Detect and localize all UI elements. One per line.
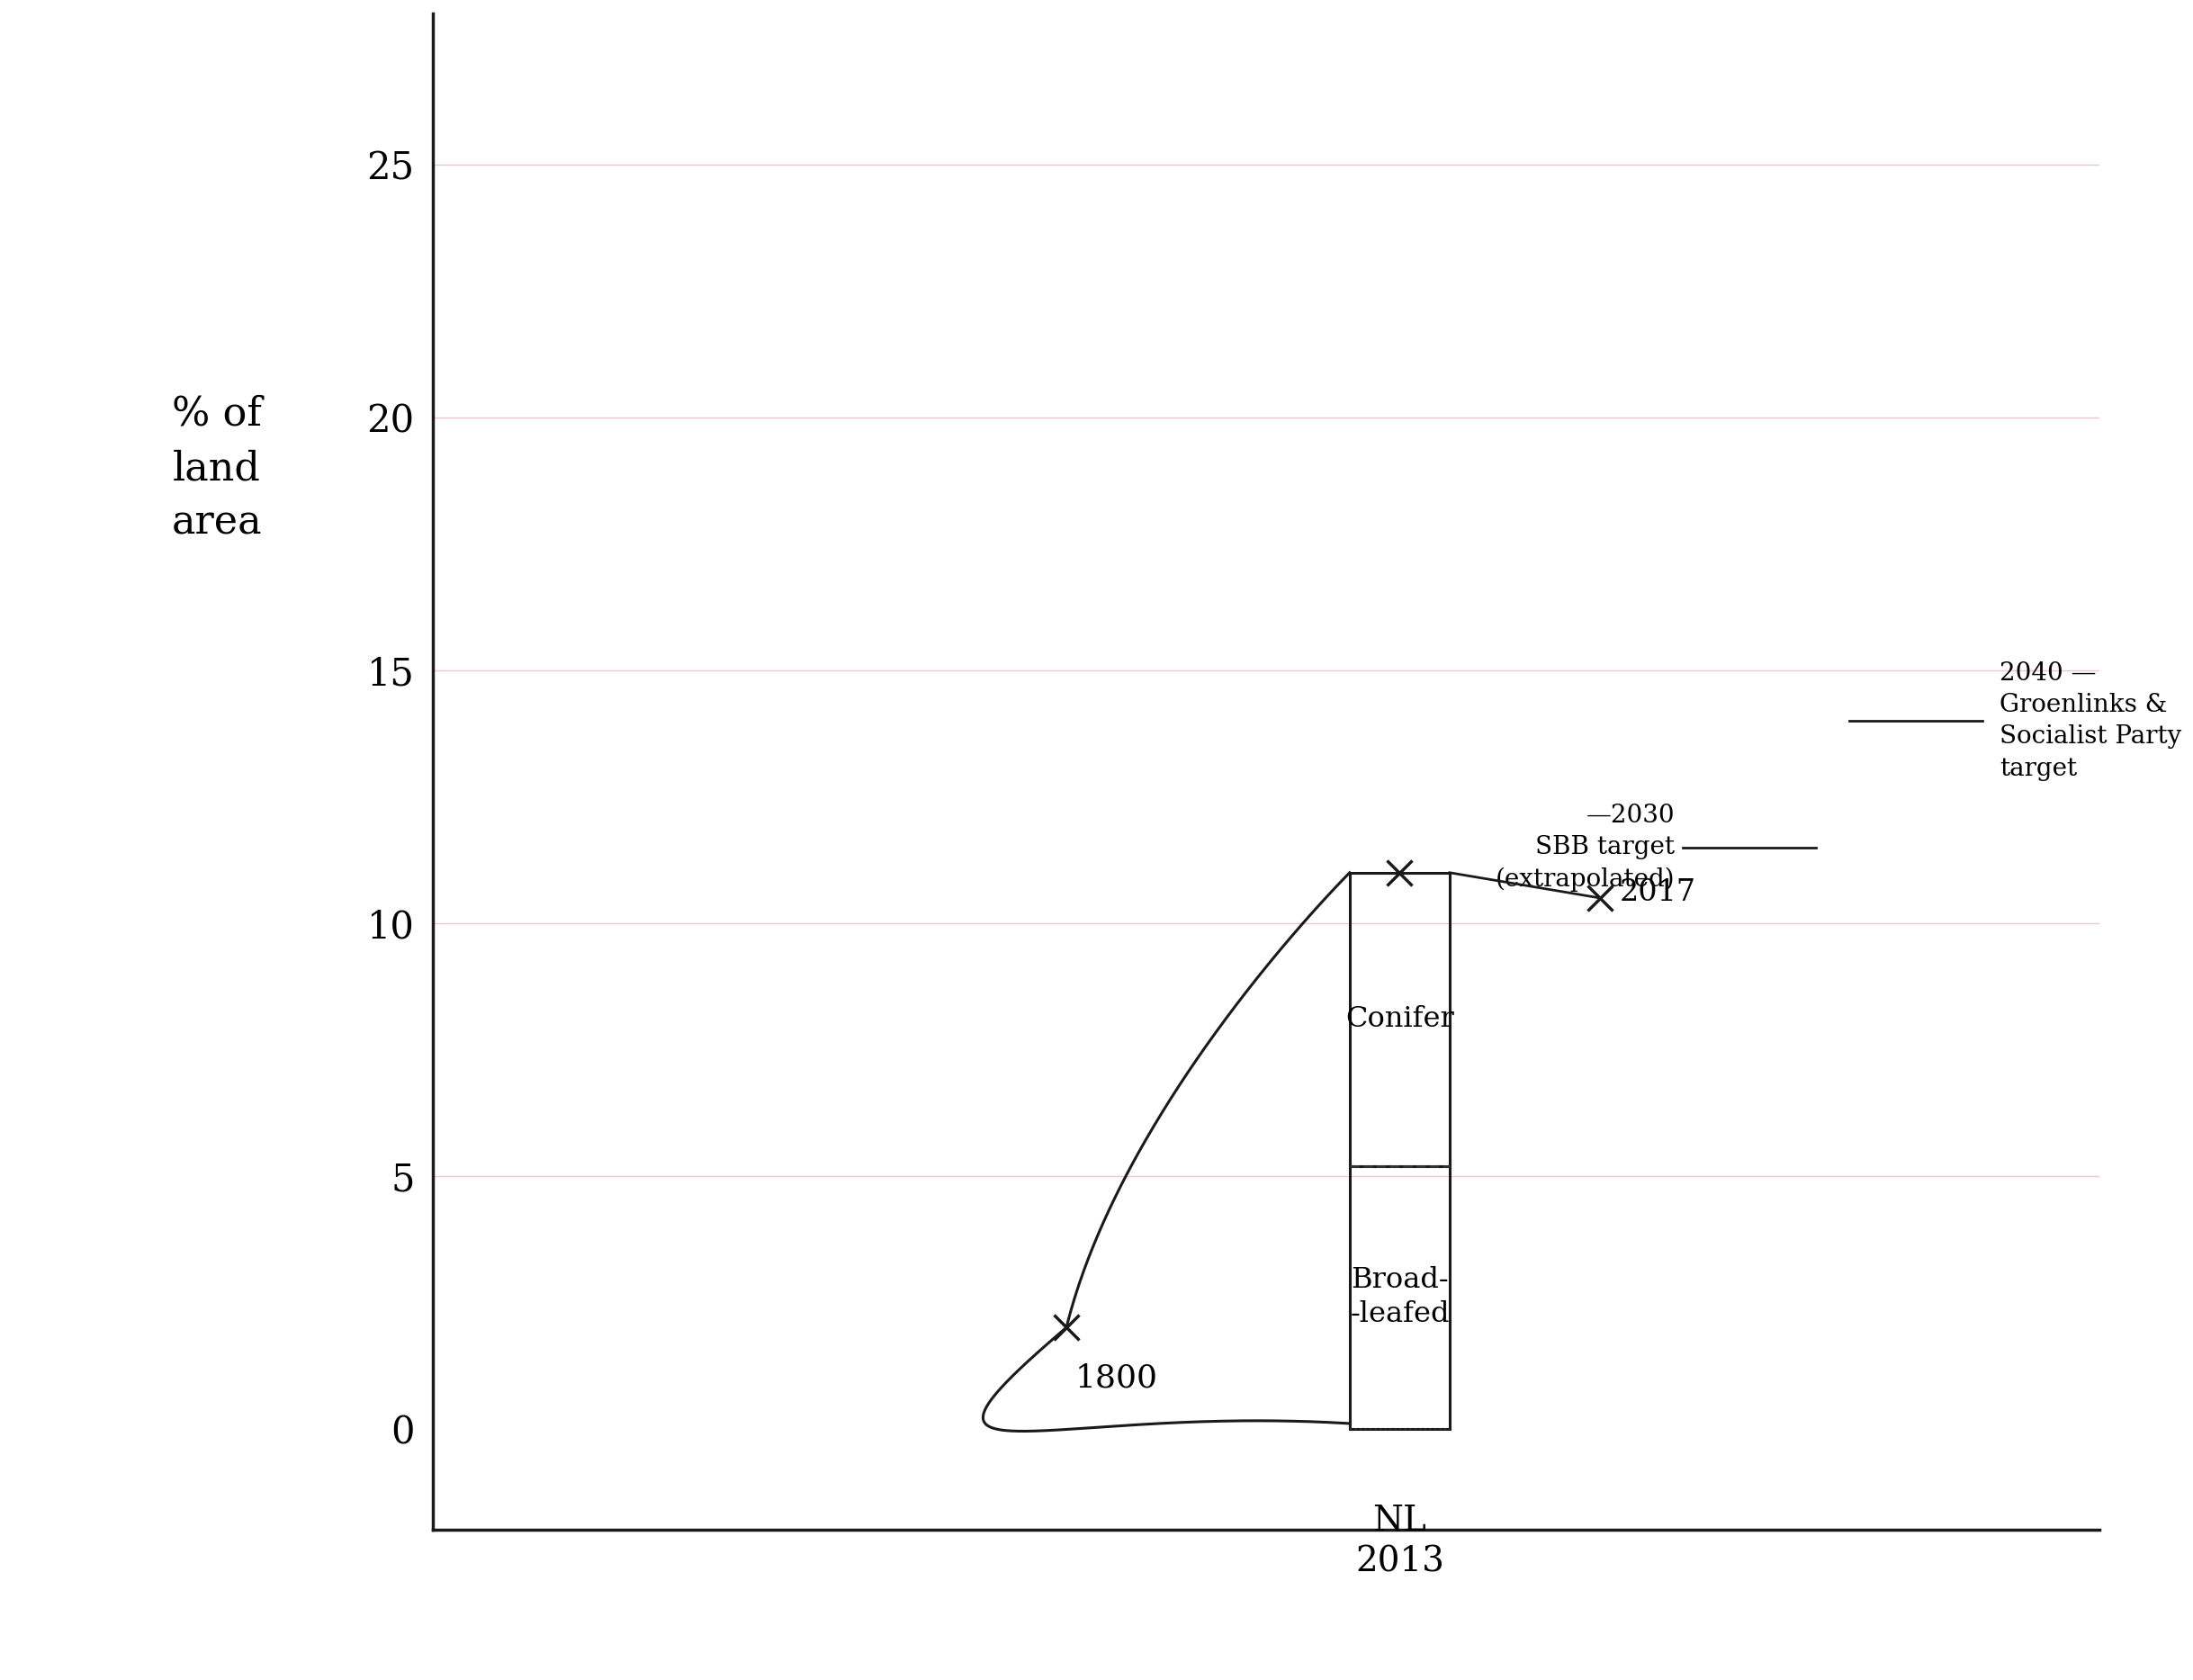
Text: —2030
SBB target
(extrapolated): —2030 SBB target (extrapolated) [1496,803,1675,892]
Text: 2040 —
Groenlinks &
Socialist Party
target: 2040 — Groenlinks & Socialist Party targ… [2000,662,2182,781]
Text: 1800: 1800 [1075,1362,1158,1393]
Text: Broad-
-leafed: Broad- -leafed [1351,1267,1450,1329]
Bar [1349,1166,1450,1428]
Text: Conifer: Conifer [1344,1005,1454,1033]
Text: % of
land
area: % of land area [171,395,261,543]
Text: NL
2013: NL 2013 [1355,1504,1445,1579]
Bar [1349,872,1450,1166]
Text: 2017: 2017 [1621,879,1695,907]
